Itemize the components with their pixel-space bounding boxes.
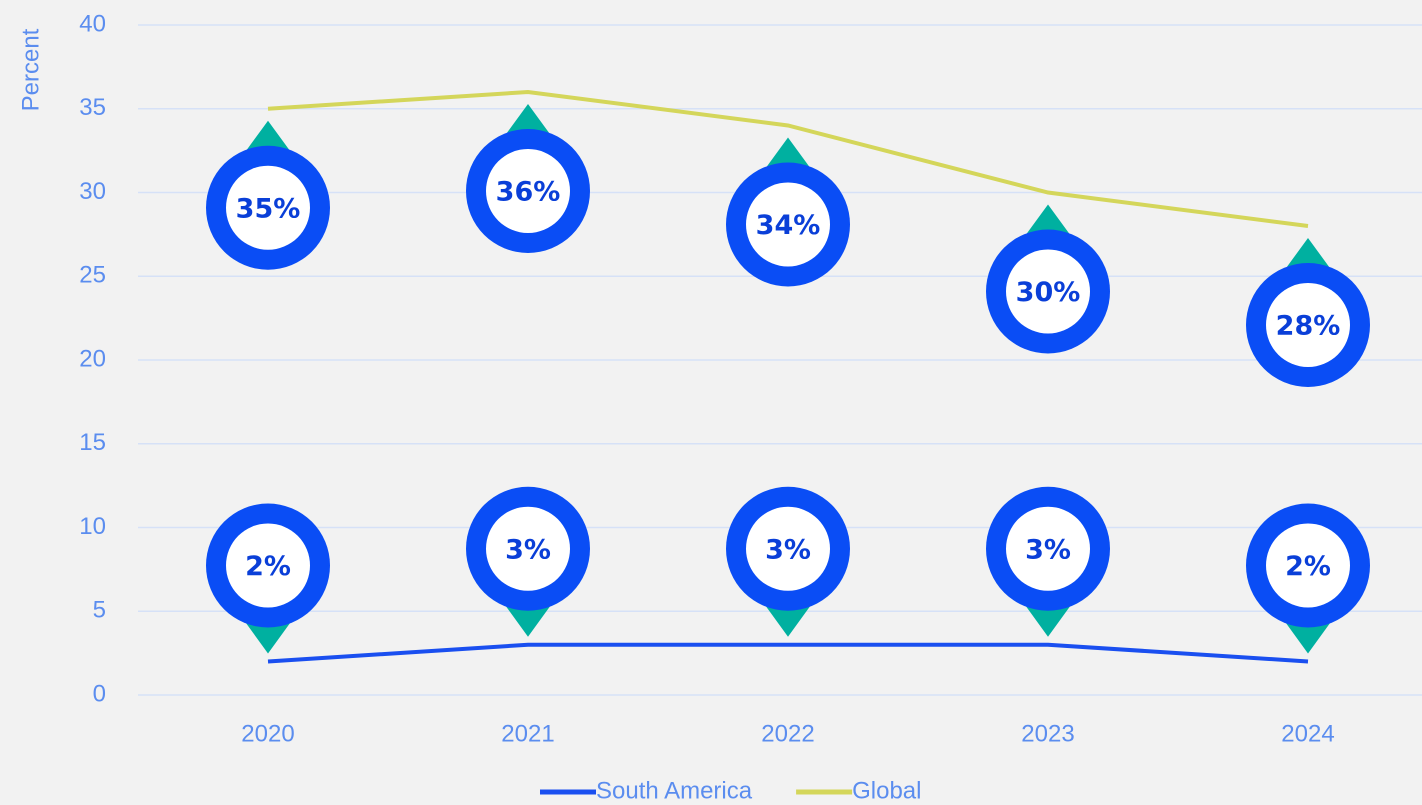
x-tick-label: 2023 [1021, 720, 1074, 747]
data-label-pin: 30% [986, 204, 1110, 354]
data-label: 3% [1025, 534, 1071, 565]
y-tick-label: 10 [79, 513, 106, 540]
legend-label: Global [852, 777, 921, 804]
data-label: 2% [1285, 551, 1331, 582]
y-tick-label: 35 [79, 94, 106, 121]
data-label: 2% [245, 551, 291, 582]
data-label-pin: 3% [726, 486, 850, 637]
pin-center [1266, 283, 1350, 367]
data-label: 36% [496, 177, 561, 208]
y-tick-label: 30 [79, 178, 106, 205]
pin-center [1266, 523, 1350, 608]
data-label-pin: 2% [1246, 503, 1370, 654]
data-label-pin: 36% [466, 104, 590, 253]
x-tick-label: 2020 [241, 720, 294, 747]
legend-label: South America [596, 777, 753, 804]
pin-center [226, 523, 310, 608]
y-tick-label: 20 [79, 345, 106, 372]
data-label: 35% [236, 193, 301, 224]
y-tick-label: 0 [93, 680, 106, 707]
series-line [267, 89, 1309, 228]
data-label-pin: 3% [986, 486, 1110, 637]
pin-center [1006, 249, 1090, 334]
x-tick-label: 2021 [501, 720, 554, 747]
data-label-pin: 35% [206, 120, 330, 270]
pin-center [746, 182, 830, 267]
pin-center [226, 165, 310, 250]
data-label-pin: 2% [206, 503, 330, 654]
data-label-pin: 3% [466, 486, 590, 637]
pin-center [746, 506, 830, 591]
y-tick-label: 5 [93, 597, 106, 624]
pin-center [486, 149, 570, 233]
data-label: 34% [756, 210, 821, 241]
y-tick-label: 25 [79, 262, 106, 289]
data-label-pin: 28% [1246, 238, 1370, 387]
y-axis-title: Percent [17, 28, 44, 111]
data-label-pin: 34% [726, 137, 850, 287]
y-tick-label: 15 [79, 429, 106, 456]
x-tick-label: 2024 [1281, 720, 1334, 747]
x-tick-label: 2022 [761, 720, 814, 747]
y-tick-label: 40 [79, 10, 106, 37]
pin-center [1006, 506, 1090, 591]
data-label: 28% [1276, 311, 1341, 342]
pin-center [486, 506, 570, 591]
data-label: 3% [765, 534, 811, 565]
data-label: 3% [505, 534, 551, 565]
series-line [267, 642, 1309, 664]
data-label: 30% [1016, 277, 1081, 308]
